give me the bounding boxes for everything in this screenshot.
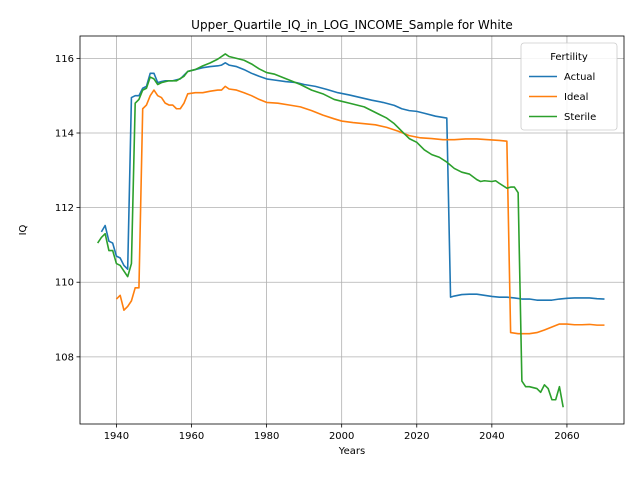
y-axis-label: IQ — [18, 224, 29, 235]
x-tick-label: 1960 — [179, 431, 204, 442]
legend-title: Fertility — [550, 52, 588, 63]
legend-entry: Actual — [564, 72, 595, 83]
legend-entry: Ideal — [564, 92, 588, 103]
series-line-ideal — [115, 85, 605, 335]
legend-entry: Sterile — [564, 112, 596, 123]
x-tick-label: 2000 — [329, 431, 354, 442]
series-line-sterile — [96, 53, 564, 408]
x-tick-label: 2040 — [479, 431, 504, 442]
legend-box — [520, 42, 618, 131]
plot-frame — [79, 35, 625, 425]
axis-ticks: 1940 1960 1980 2000 2020 2040 2060 108 110 112 114… — [55, 54, 580, 442]
x-tick-label: 1940 — [104, 431, 129, 442]
y-tick-label: 112 — [55, 203, 74, 214]
chart-title: Upper_Quartile_IQ_in_LOG_INCOME_Sample f… — [191, 18, 513, 32]
series-lines — [96, 53, 605, 408]
y-tick-label: 108 — [55, 352, 74, 363]
y-tick-label: 110 — [55, 278, 74, 289]
x-axis-label: Years — [338, 446, 365, 457]
x-tick-label: 2060 — [554, 431, 579, 442]
y-tick-label: 114 — [55, 129, 74, 140]
legend: Fertility Actual Ideal Sterile — [520, 42, 618, 131]
y-tick-label: 116 — [55, 54, 74, 65]
x-tick-label: 1980 — [254, 431, 279, 442]
x-tick-label: 2020 — [404, 431, 429, 442]
grid-lines — [80, 36, 624, 424]
